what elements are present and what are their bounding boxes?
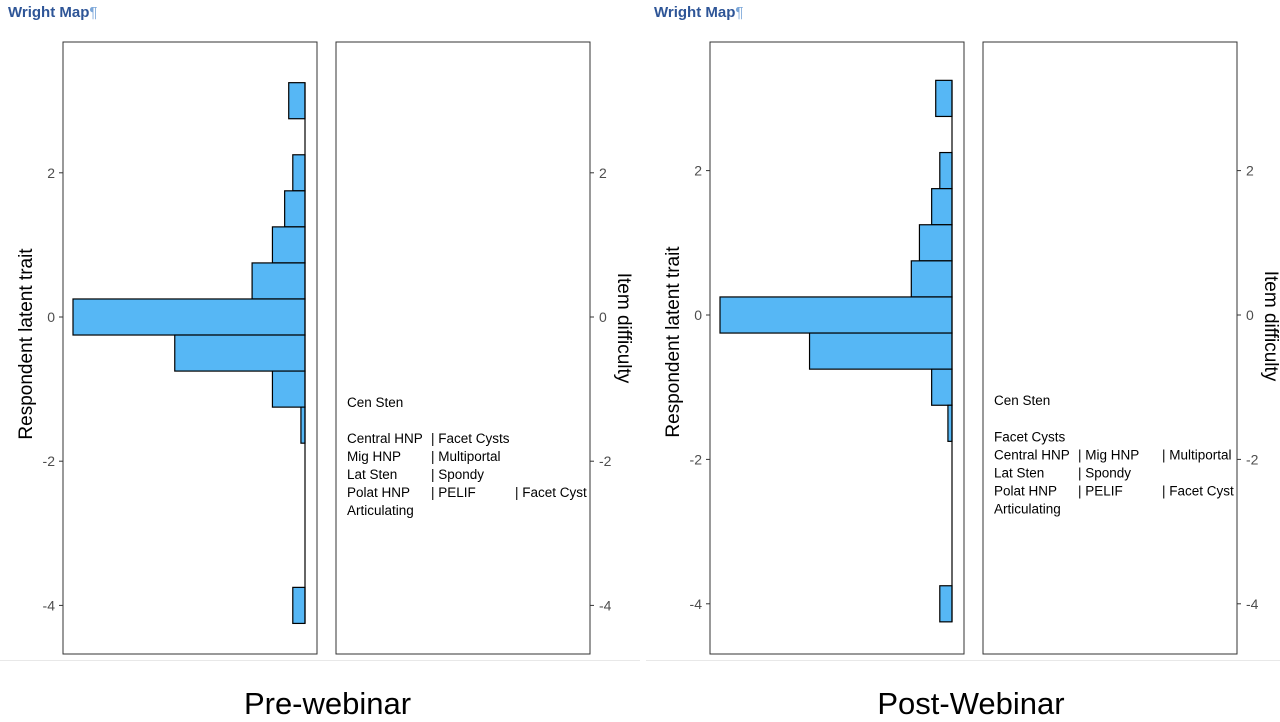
y-tick-label-right: 0 <box>599 309 607 325</box>
item-label: Central HNP <box>347 431 423 446</box>
item-label: Polat HNP <box>994 483 1057 498</box>
y-tick-label-left: -2 <box>690 451 703 467</box>
y-tick-label-left: -4 <box>690 596 703 612</box>
item-label: Mig HNP <box>347 449 401 464</box>
pilcrow-icon: ¶ <box>89 4 98 21</box>
y-tick-label-left: -4 <box>43 597 56 613</box>
chart-caption: Pre-webinar <box>243 686 412 721</box>
item-label: | Multiportal <box>1162 447 1232 462</box>
item-label: Central HNP <box>994 447 1070 462</box>
y-axis-title-left: Respondent latent trait <box>663 246 684 438</box>
item-label: | Multiportal <box>431 449 501 464</box>
y-axis-title-right: Item difficulty <box>613 273 634 384</box>
histogram-bar <box>910 260 953 298</box>
doc-heading-text: Wright Map <box>8 4 90 21</box>
y-tick-label-right: -2 <box>1246 451 1259 467</box>
y-tick-label-right: -2 <box>599 453 612 469</box>
wright-map-chart: 2 2 0 0 -2 -2 -4 -4 Respondent latent trait Item … <box>663 41 1280 655</box>
y-axis-title-left: Respondent latent trait <box>16 248 37 440</box>
item-panel-frame <box>335 41 591 655</box>
y-tick-label-right: 2 <box>599 165 607 181</box>
histogram-bar <box>292 586 306 625</box>
histogram-bar <box>939 151 953 190</box>
y-tick-label-left: 2 <box>694 163 702 179</box>
histogram-bar <box>174 334 306 372</box>
y-axis-title-right: Item difficulty <box>1260 271 1280 382</box>
item-label: Polat HNP <box>347 485 410 500</box>
histogram-bar <box>251 262 306 300</box>
histogram-bar <box>284 190 306 228</box>
divider-line <box>646 660 1280 661</box>
chart-caption: Post-Webinar <box>877 686 1065 721</box>
histogram-bar <box>300 406 306 444</box>
item-label: | Facet Cyst <box>515 485 587 500</box>
y-tick-label-right: -4 <box>599 597 612 613</box>
wright-map-chart: 2 2 0 0 -2 -2 -4 -4 Respondent latent trait Item … <box>16 41 634 655</box>
y-tick-label-left: -2 <box>43 453 56 469</box>
y-tick-label-right: -4 <box>1246 596 1259 612</box>
doc-heading-text: Wright Map <box>654 4 736 21</box>
doc-heading: Wright Map¶ <box>654 4 743 21</box>
y-tick-label-right: 2 <box>1246 163 1254 179</box>
item-label: | Mig HNP <box>1078 447 1139 462</box>
histogram-bar <box>918 224 953 262</box>
y-tick-label-right: 0 <box>1246 307 1254 323</box>
item-label: | PELIF <box>1078 483 1123 498</box>
y-tick-label-left: 0 <box>47 309 55 325</box>
histogram-bar <box>271 370 306 408</box>
histogram-bar <box>808 332 953 370</box>
histogram-bar <box>947 404 953 442</box>
item-panel-frame <box>982 41 1238 655</box>
divider-line <box>0 660 640 661</box>
histogram-bar <box>939 585 953 623</box>
y-tick-label-left: 0 <box>694 307 702 323</box>
item-label: Cen Sten <box>347 395 403 410</box>
item-label: Articulating <box>347 503 414 518</box>
item-label: Facet Cysts <box>994 429 1066 444</box>
pre-webinar-panel: Wright Map¶ 2 2 0 0 -2 -2 -4 -4 Respondent laten… <box>0 0 640 721</box>
item-label: | Spondy <box>1078 465 1131 480</box>
pilcrow-icon: ¶ <box>735 4 744 21</box>
histogram-bar <box>292 154 306 192</box>
histogram-bar <box>271 226 306 264</box>
item-label: Lat Sten <box>347 467 397 482</box>
item-label: Cen Sten <box>994 393 1050 408</box>
histogram-bar <box>72 298 306 336</box>
histogram-bar <box>288 82 306 120</box>
item-label: | Spondy <box>431 467 484 482</box>
doc-heading: Wright Map¶ <box>8 4 97 21</box>
histogram-bar <box>931 368 953 406</box>
item-label: Lat Sten <box>994 465 1044 480</box>
item-label: | Facet Cyst <box>1162 483 1234 498</box>
histogram-bar <box>931 188 953 226</box>
y-tick-label-left: 2 <box>47 165 55 181</box>
post-webinar-panel: Wright Map¶ 2 2 0 0 -2 -2 -4 -4 Respondent laten… <box>646 0 1280 721</box>
item-label: | Facet Cysts <box>431 431 510 446</box>
histogram-bar <box>935 79 953 118</box>
item-label: | PELIF <box>431 485 476 500</box>
histogram-bar <box>719 296 953 334</box>
item-label: Articulating <box>994 501 1061 516</box>
